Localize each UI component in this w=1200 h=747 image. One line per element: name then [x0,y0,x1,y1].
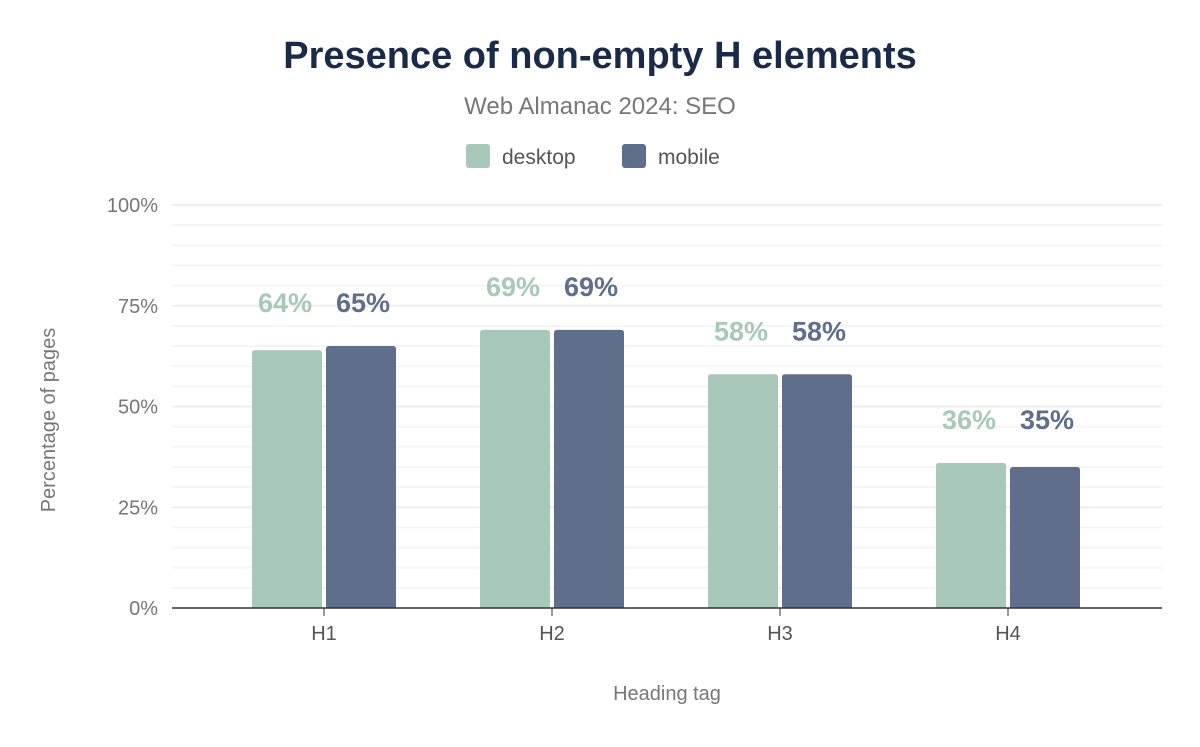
legend-swatch [466,144,490,168]
x-tick-label: H3 [767,623,793,645]
legend-item-mobile[interactable]: mobile [622,144,720,169]
data-label-desktop-H3: 58% [714,316,768,346]
y-tick-label: 25% [118,497,158,519]
x-tick-label: H4 [995,623,1021,645]
bar-mobile-H1 [326,346,396,608]
data-label-desktop-H1: 64% [258,288,312,318]
bar-desktop-H2 [480,329,550,608]
bar-mobile-H2 [554,329,624,608]
x-tick-label: H1 [311,623,337,645]
data-label-mobile-H1: 65% [336,288,390,318]
bar-desktop-H1 [252,350,322,608]
x-tick-label: H2 [539,623,565,645]
bar-mobile-H4 [1010,466,1080,608]
data-label-desktop-H4: 36% [942,405,996,435]
data-label-mobile-H4: 35% [1020,405,1074,435]
legend-swatch [622,144,646,168]
bar-mobile-H3 [782,374,852,608]
data-label-mobile-H3: 58% [792,316,846,346]
y-tick-label: 50% [118,397,158,419]
bars: 64% 65% 69% 69% 58% 58% 36% 35% [252,272,1080,608]
data-label-mobile-H2: 69% [564,272,618,302]
chart-subtitle: Web Almanac 2024: SEO [464,93,736,120]
y-axis: 0% 25% 50% 75% 100% [107,195,158,620]
y-tick-label: 75% [118,296,158,318]
y-tick-label: 0% [129,598,158,620]
chart-title: Presence of non-empty H elements [283,35,917,77]
legend-item-desktop[interactable]: desktop [466,144,576,169]
bar-desktop-H3 [708,374,778,608]
data-label-desktop-H2: 69% [486,272,540,302]
x-axis-label: Heading tag [613,683,721,705]
y-tick-label: 100% [107,195,158,217]
x-axis: H1 H2 H3 H4 [172,607,1162,645]
y-axis-label: Percentage of pages [38,328,60,513]
legend-label: desktop [502,146,576,169]
bar-desktop-H4 [936,462,1006,608]
legend-label: mobile [658,146,720,169]
legend: desktop mobile [466,144,720,169]
